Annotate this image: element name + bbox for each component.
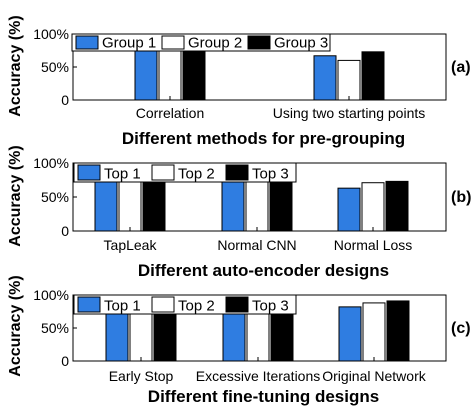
chart-panel-2: 0 50% 100% TapLeak Normal CNN Normal Loss Top … — [7, 145, 471, 280]
bar-top-3-3 — [386, 300, 410, 362]
legend-swatch — [225, 164, 249, 181]
y-axis-title: Accuracy (%) — [7, 145, 24, 246]
x-tick-label: Normal CNN — [217, 237, 296, 253]
chart-panel-3: 0 50% 100% Early Stop Excessive Iterations Or… — [7, 275, 471, 406]
bar-top-1-1 — [94, 174, 118, 232]
bar-group-3-2 — [361, 51, 385, 101]
bar-top-2-3 — [362, 302, 386, 362]
legend-swatch — [247, 35, 271, 50]
legend: Top 1 Top 2 Top 3 — [73, 162, 297, 183]
bar-top-1-3 — [338, 306, 362, 362]
bar-top-2-2 — [245, 174, 269, 232]
bar-group-1-2 — [313, 55, 337, 101]
y-tick-label: 100% — [33, 26, 69, 42]
chart-panel-1: 0 50% 100% Correlation Using two starting po… — [7, 15, 471, 148]
legend-swatch — [77, 296, 101, 313]
x-axis-title: Different auto-encoder designs — [138, 261, 389, 280]
x-tick-label: Original Network — [322, 368, 426, 384]
bar-top-1-2 — [221, 179, 245, 232]
x-tick-label: Normal Loss — [334, 237, 413, 253]
legend-label: Top 3 — [252, 298, 289, 315]
legend-swatch — [161, 35, 185, 50]
y-tick-label: 50% — [41, 189, 69, 205]
legend-label: Group 2 — [188, 35, 242, 52]
x-tick-label: Excessive Iterations — [196, 368, 321, 384]
bar-top-3-3 — [385, 180, 409, 232]
legend-swatch — [77, 164, 101, 181]
y-tick-label: 100% — [33, 155, 69, 171]
y-tick-label: 0 — [61, 223, 69, 239]
legend-swatch — [225, 296, 249, 313]
y-tick-label: 50% — [41, 320, 69, 336]
legend-swatch — [75, 35, 99, 50]
legend: Top 1 Top 2 Top 3 — [73, 294, 297, 315]
bar-group-2-2 — [337, 59, 361, 101]
bar-top-2-3 — [361, 182, 385, 232]
legend-label: Top 1 — [104, 298, 141, 315]
x-tick-label: Early Stop — [109, 368, 174, 384]
panel-label: (c) — [451, 320, 471, 337]
legend: Group 1 Group 2 Group 3 — [71, 33, 331, 52]
legend-label: Group 3 — [274, 35, 328, 52]
bar-top-1-3 — [337, 187, 361, 232]
legend-label: Top 2 — [178, 166, 215, 183]
legend-label: Top 2 — [178, 298, 215, 315]
y-axis-title: Accuracy (%) — [7, 15, 24, 116]
x-axis-title: Different fine-tuning designs — [148, 387, 379, 406]
y-tick-label: 0 — [61, 92, 69, 108]
x-tick-label: Correlation — [136, 105, 204, 121]
x-tick-label: Using two starting points — [273, 105, 426, 121]
y-tick-label: 100% — [33, 287, 69, 303]
legend-label: Group 1 — [102, 35, 156, 52]
legend-swatch — [151, 296, 175, 313]
legend-label: Top 3 — [252, 166, 289, 183]
legend-swatch — [151, 164, 175, 181]
y-tick-label: 0 — [61, 353, 69, 369]
y-axis-title: Accuracy (%) — [7, 275, 24, 376]
panel-label: (a) — [451, 59, 471, 76]
y-tick-label: 50% — [41, 59, 69, 75]
legend-label: Top 1 — [104, 166, 141, 183]
x-axis-title: Different methods for pre-grouping — [122, 129, 405, 148]
panel-label: (b) — [451, 189, 471, 206]
x-tick-label: TapLeak — [104, 237, 158, 253]
